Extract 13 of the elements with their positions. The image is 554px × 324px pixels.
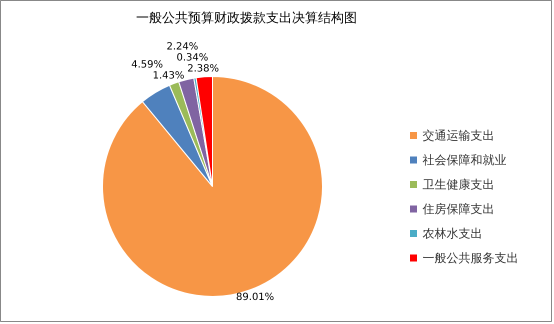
data-label: 2.38%: [187, 63, 219, 74]
legend-label: 一般公共服务支出: [422, 251, 518, 265]
data-label: 4.59%: [131, 59, 163, 70]
data-label: 2.24%: [166, 41, 198, 52]
legend-label: 农林水支出: [422, 226, 482, 240]
data-label: 89.01%: [236, 292, 274, 304]
legend-label: 卫生健康支出: [422, 178, 494, 192]
legend-label: 交通运输支出: [422, 128, 494, 142]
legend-label: 住房保障支出: [422, 202, 494, 216]
data-label: 0.34%: [176, 52, 208, 64]
legend-label: 社会保障和就业: [422, 153, 506, 167]
data-label: 1.43%: [152, 70, 184, 82]
chart-title: 一般公共预算财政拨款支出决算结构图: [136, 11, 357, 26]
